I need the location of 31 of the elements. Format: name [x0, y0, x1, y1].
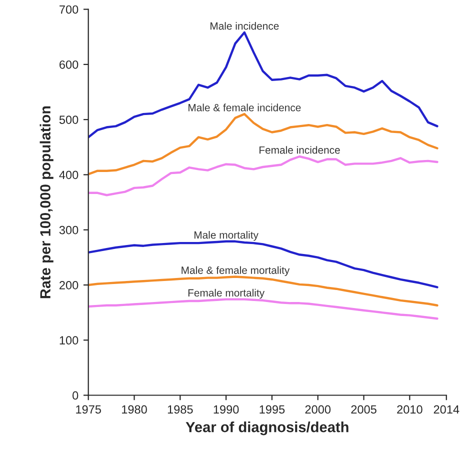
series-label: Male incidence — [210, 22, 279, 30]
x-tick-label: 1995 — [260, 405, 285, 414]
x-tick-label: 1980 — [122, 405, 147, 414]
y-tick-label: 600 — [60, 60, 78, 69]
series-label: Female mortality — [188, 288, 265, 299]
x-tick-label: 2010 — [397, 405, 422, 414]
x-tick-label: 1990 — [214, 405, 239, 414]
x-tick-label: 1975 — [76, 405, 101, 414]
x-tick-label: 2005 — [351, 405, 376, 414]
series-label: Male & female mortality — [182, 266, 290, 276]
line-series — [88, 276, 438, 306]
line-series — [88, 240, 438, 288]
y-tick-label: 300 — [59, 226, 78, 234]
series-label: Male & female incidence — [188, 104, 301, 112]
y-tick-label: 0 — [72, 391, 78, 400]
y-tick-label: 100 — [60, 336, 78, 345]
line-series — [88, 155, 438, 196]
line-series — [88, 31, 438, 138]
line-series — [88, 112, 438, 176]
y-tick-label: 200 — [60, 281, 78, 290]
line-series — [88, 298, 438, 320]
series-label: Female incidence — [260, 146, 340, 154]
y-axis-title: Rate per 100,000 population — [40, 106, 54, 298]
x-tick-label: 2014 — [434, 405, 460, 414]
y-tick-label: 500 — [59, 116, 78, 124]
y-tick-label: 700 — [60, 5, 78, 14]
x-tick-label: 2000 — [305, 405, 331, 414]
x-axis-title: Year of diagnosis/death — [186, 422, 348, 436]
x-tick-label: 1985 — [168, 405, 193, 414]
series-label: Male mortality — [194, 231, 258, 241]
y-tick-label: 400 — [59, 170, 78, 180]
